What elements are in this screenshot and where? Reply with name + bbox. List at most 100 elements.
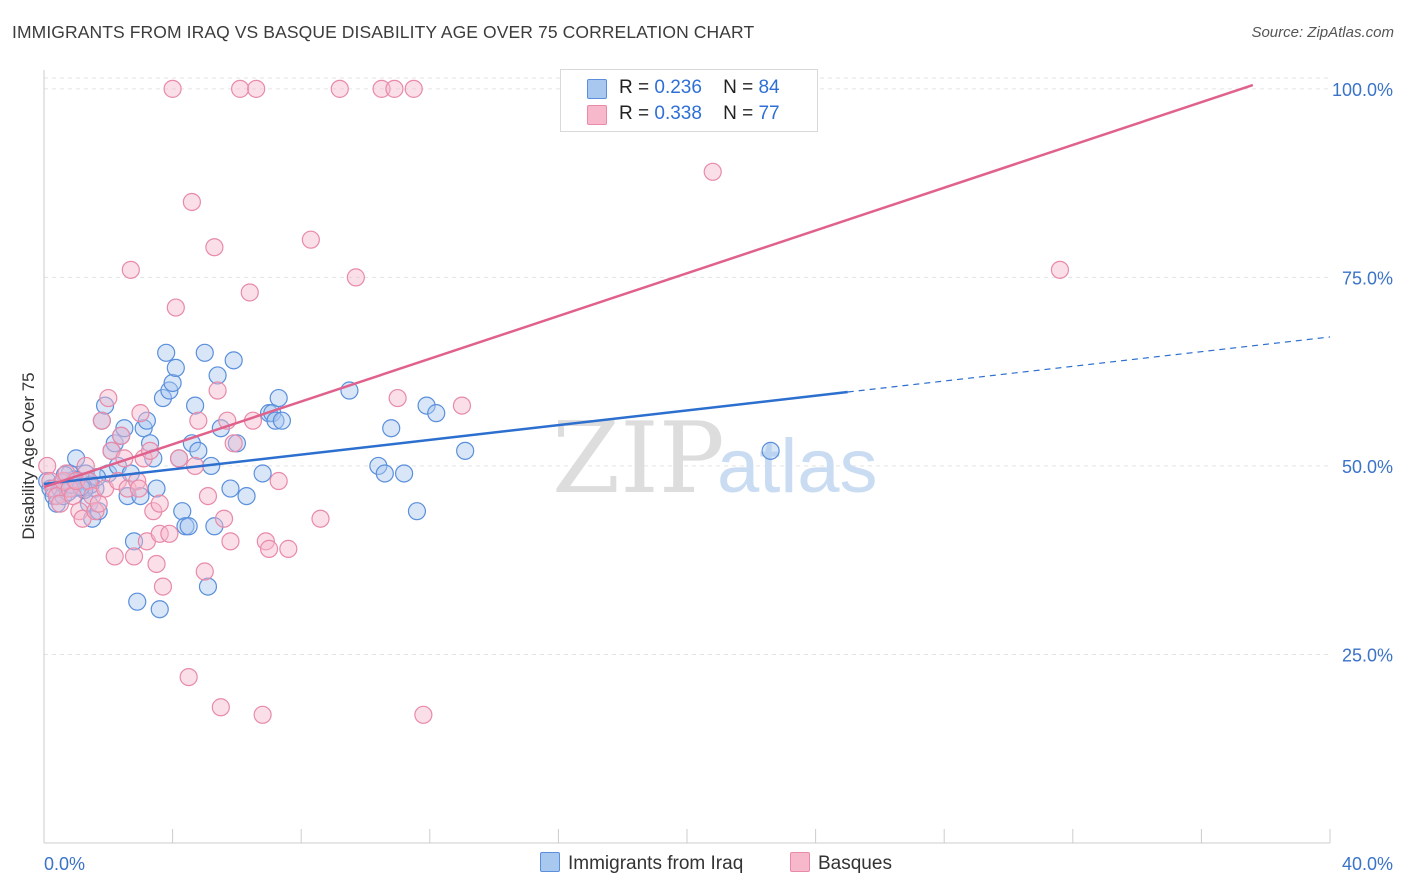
point-iraq <box>150 600 169 619</box>
point-basques <box>221 532 240 551</box>
chart-title: IMMIGRANTS FROM IRAQ VS BASQUE DISABILIT… <box>12 22 755 42</box>
y-tick-label: 75.0% <box>1342 268 1393 288</box>
trend-line-iraq <box>43 390 848 486</box>
point-basques <box>166 298 185 317</box>
point-iraq <box>224 351 243 370</box>
x-tick-label-min: 0.0% <box>44 854 85 874</box>
point-iraq <box>186 396 205 415</box>
point-iraq <box>205 517 224 536</box>
point-basques <box>330 79 349 98</box>
point-iraq <box>407 502 427 521</box>
point-basques <box>205 238 224 257</box>
point-iraq <box>179 517 198 536</box>
point-basques <box>452 396 472 415</box>
point-iraq <box>427 404 446 423</box>
axes <box>43 70 1331 844</box>
point-basques <box>414 705 433 724</box>
point-basques <box>121 260 140 279</box>
point-basques <box>198 486 218 506</box>
point-iraq <box>157 343 176 362</box>
point-basques <box>253 705 272 724</box>
legend-swatch-basques <box>587 105 607 125</box>
point-iraq <box>266 411 285 430</box>
legend-r-label: R = <box>619 103 650 124</box>
point-basques <box>372 79 391 98</box>
point-basques <box>99 388 118 408</box>
point-basques <box>214 509 234 528</box>
bottom-legend-swatch-iraq <box>540 852 560 872</box>
point-basques <box>160 524 179 543</box>
point-basques <box>163 79 182 98</box>
point-basques <box>105 547 124 566</box>
point-basques <box>182 192 201 212</box>
point-basques <box>224 434 243 453</box>
point-iraq <box>269 388 288 408</box>
point-iraq <box>195 343 214 362</box>
point-basques <box>147 554 166 574</box>
point-iraq <box>221 479 240 498</box>
legend-n-label: N = <box>723 103 754 124</box>
point-iraq <box>137 411 156 430</box>
correlation-legend: R = 0.236 N = 84 R = 0.338 N = 77 <box>560 69 818 132</box>
legend-n-value: 84 <box>758 77 780 98</box>
legend-r-value: 0.338 <box>654 103 702 124</box>
bottom-legend-label-iraq: Immigrants from Iraq <box>568 853 744 874</box>
point-basques <box>38 456 57 476</box>
point-basques <box>189 411 208 430</box>
y-tick-label: 100.0% <box>1332 80 1393 100</box>
point-iraq <box>163 373 182 393</box>
y-axis-label: Disability Age Over 75 <box>19 372 38 539</box>
point-basques <box>129 479 148 498</box>
legend-r-label: R = <box>619 77 650 98</box>
point-iraq <box>456 441 475 460</box>
point-iraq <box>128 592 147 611</box>
point-basques <box>703 162 722 181</box>
point-iraq <box>394 464 414 483</box>
point-basques <box>240 283 259 302</box>
point-basques <box>195 562 214 581</box>
tick-labels: 25.0% 50.0% 75.0% 100.0% 0.0% 40.0% <box>44 80 1393 874</box>
point-basques <box>131 404 150 423</box>
point-iraq <box>147 479 166 498</box>
point-basques <box>150 524 169 543</box>
point-basques <box>259 539 279 558</box>
bottom-legend-swatch-basques <box>790 852 810 872</box>
point-basques <box>144 502 163 521</box>
point-iraq <box>237 486 256 506</box>
point-basques <box>269 471 288 491</box>
y-tick-label: 25.0% <box>1342 645 1393 665</box>
point-basques <box>311 509 330 528</box>
point-iraq <box>173 502 192 521</box>
point-basques <box>247 79 266 98</box>
point-basques <box>301 230 320 249</box>
point-basques <box>211 698 230 717</box>
point-basques <box>124 547 144 566</box>
trend-line-basques <box>43 83 1254 489</box>
trend-lines <box>43 83 1331 489</box>
watermark: ZIP atlas <box>552 402 878 516</box>
point-basques <box>388 388 407 408</box>
point-iraq <box>198 577 218 596</box>
point-iraq <box>166 358 185 377</box>
point-iraq <box>67 449 86 468</box>
point-iraq <box>272 411 292 430</box>
point-basques <box>92 411 111 430</box>
point-basques <box>179 667 198 687</box>
point-iraq <box>761 441 780 460</box>
point-iraq <box>382 419 401 438</box>
point-iraq <box>369 456 388 476</box>
source-label: Source: ZipAtlas.com <box>1251 24 1394 41</box>
point-basques <box>385 79 404 98</box>
point-basques <box>1050 260 1070 279</box>
point-iraq <box>417 396 436 415</box>
point-iraq <box>153 388 173 408</box>
watermark-atlas: atlas <box>717 424 878 509</box>
point-basques <box>279 539 298 558</box>
point-iraq <box>124 532 144 551</box>
point-basques <box>112 426 131 445</box>
point-basques <box>150 494 169 513</box>
point-basques <box>63 486 83 506</box>
bottom-legend-basques: Basques <box>790 852 892 875</box>
point-basques <box>208 381 227 400</box>
